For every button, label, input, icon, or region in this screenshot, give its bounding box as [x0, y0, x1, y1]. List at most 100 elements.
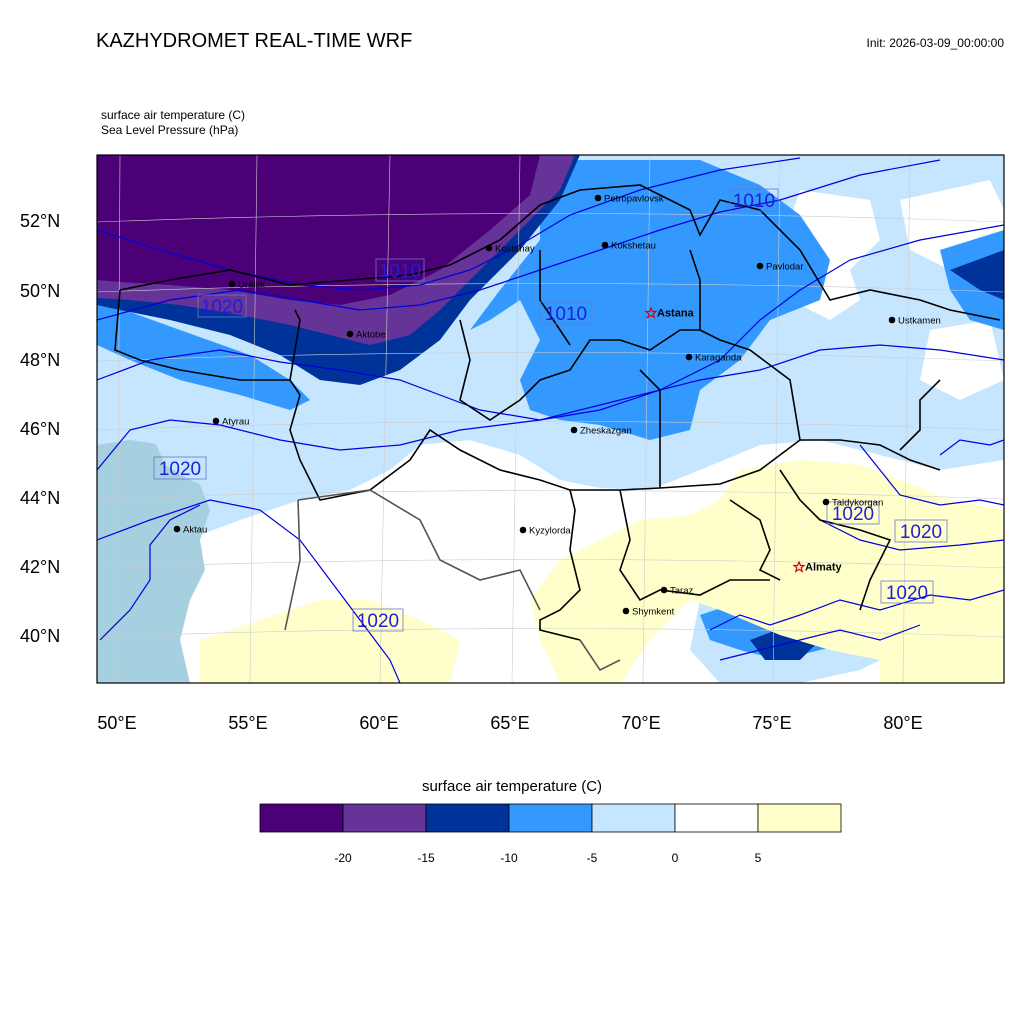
city-zheskazgan: Zheskazgan: [570, 426, 632, 437]
city-layer: Petropavlovsk Kostanay Kokshetau Uralsk Pavl…: [173, 194, 941, 618]
colorbar-swatch: [674, 803, 759, 833]
city-dot-icon: [756, 262, 764, 270]
city-taraz: Taraz: [660, 586, 693, 597]
svg-text:1010: 1010: [545, 304, 587, 325]
city-label: Kyzylorda: [529, 526, 571, 537]
city-label: Shymkent: [632, 607, 675, 618]
city-atyrau: Atyrau: [212, 417, 249, 428]
lat-tick-label: 40°N: [20, 626, 61, 646]
capital-star-icon: [644, 306, 658, 319]
lat-tick-label: 46°N: [20, 419, 61, 439]
colorbar-swatch: [591, 803, 676, 833]
lon-tick-label: 50°E: [97, 713, 137, 733]
city-dot-icon: [228, 280, 236, 288]
pressure-label-layer: 1010 1010 1010 1020 1020 1020 1020 1020 1020: [153, 188, 948, 632]
city-dot-icon: [485, 244, 493, 252]
field-minus10-to-minus5: [470, 160, 830, 440]
colorbar-tick-label: -10: [500, 851, 518, 865]
city-almaty: Almaty: [792, 560, 843, 574]
map-frame: [96, 154, 1005, 684]
city-label: Pavlodar: [766, 262, 804, 273]
lat-tick-label: 50°N: [20, 281, 61, 301]
city-dot-icon: [660, 586, 668, 594]
lat-tick-label: 44°N: [20, 488, 61, 508]
variable-label-pressure: Sea Level Pressure (hPa): [101, 123, 239, 137]
isobar-label: 1010: [539, 301, 593, 325]
isobar-label: 1020: [894, 519, 948, 543]
colorbar-swatch: [425, 803, 510, 833]
city-pavlodar: Pavlodar: [756, 262, 804, 273]
city-uralsk: Uralsk: [228, 280, 265, 291]
city-label: Astana: [657, 308, 695, 320]
svg-text:1020: 1020: [886, 583, 928, 604]
city-label: Kostanay: [495, 244, 535, 255]
city-dot-icon: [212, 417, 220, 425]
lat-tick-label: 48°N: [20, 350, 61, 370]
city-label: Kokshetau: [611, 241, 656, 252]
lon-tick-label: 55°E: [228, 713, 268, 733]
city-dot-icon: [570, 426, 578, 434]
isobar-label: 1020: [197, 294, 247, 318]
city-label: Aktau: [183, 525, 207, 536]
city-label: Taldykorgan: [832, 498, 883, 509]
city-aktobe: Aktobe: [346, 330, 386, 341]
colorbar-tick-label: 0: [671, 851, 679, 865]
isobar-label: 1020: [880, 580, 934, 604]
lon-tick-label: 65°E: [490, 713, 530, 733]
city-kyzylorda: Kyzylorda: [519, 526, 571, 537]
city-label: Ustkamen: [898, 316, 941, 327]
city-label: Aktobe: [356, 330, 386, 341]
city-ustkamen: Ustkamen: [888, 316, 941, 327]
colorbar-swatch: [508, 803, 593, 833]
svg-text:1020: 1020: [357, 611, 399, 632]
variable-label-temperature: surface air temperature (C): [101, 108, 246, 122]
city-label: Taraz: [670, 586, 693, 597]
field-above-five: [530, 460, 1004, 683]
city-karaganda: Karaganda: [685, 353, 742, 364]
city-kostanay: Kostanay: [485, 244, 535, 255]
isobar-label: 1020: [153, 456, 207, 480]
map-fields: [97, 155, 1004, 683]
colorbar-tick-label: -15: [417, 851, 435, 865]
city-label: Uralsk: [238, 280, 265, 291]
colorbar-tick-label: 5: [754, 851, 762, 865]
city-label: Atyrau: [222, 417, 249, 428]
colorbar: [259, 803, 842, 833]
svg-text:1020: 1020: [832, 504, 874, 525]
caspian-sea-north: [150, 425, 235, 490]
lon-tick-label: 75°E: [752, 713, 792, 733]
svg-text:1020: 1020: [159, 459, 201, 480]
field-above-five-sw: [200, 600, 460, 683]
svg-text:1010: 1010: [733, 191, 775, 212]
colorbar-swatch: [259, 803, 344, 833]
init-time-label: Init: 2026-03-09_00:00:00: [866, 36, 1004, 50]
city-label: Almaty: [805, 562, 843, 574]
lon-tick-label: 60°E: [359, 713, 399, 733]
capital-star-icon: [792, 560, 806, 573]
city-dot-icon: [519, 526, 527, 534]
city-dot-icon: [622, 607, 630, 615]
city-dot-icon: [685, 353, 693, 361]
city-kokshetau: Kokshetau: [601, 241, 656, 252]
isobar-label: 1020: [826, 501, 880, 525]
svg-text:1020: 1020: [900, 522, 942, 543]
city-label: Karaganda: [695, 353, 742, 364]
city-taldykorgan: Taldykorgan: [822, 498, 883, 509]
colorbar-tick-label: -5: [586, 851, 598, 865]
city-shymkent: Shymkent: [622, 607, 675, 618]
city-dot-icon: [594, 194, 602, 202]
isobar-label: 1010: [375, 258, 425, 282]
colorbar-swatch: [342, 803, 427, 833]
chart-title: KAZHYDROMET REAL-TIME WRF: [96, 30, 413, 52]
city-label: Zheskazgan: [580, 426, 632, 437]
city-dot-icon: [173, 525, 181, 533]
city-dot-icon: [601, 241, 609, 249]
graticule: [97, 155, 1004, 683]
isobar-label: 1020: [352, 608, 404, 632]
colorbar-swatch: [757, 803, 842, 833]
lat-tick-label: 42°N: [20, 557, 61, 577]
city-aktau: Aktau: [173, 525, 207, 536]
isobar-label: 1010: [729, 188, 779, 212]
city-astana: Astana: [644, 306, 695, 320]
